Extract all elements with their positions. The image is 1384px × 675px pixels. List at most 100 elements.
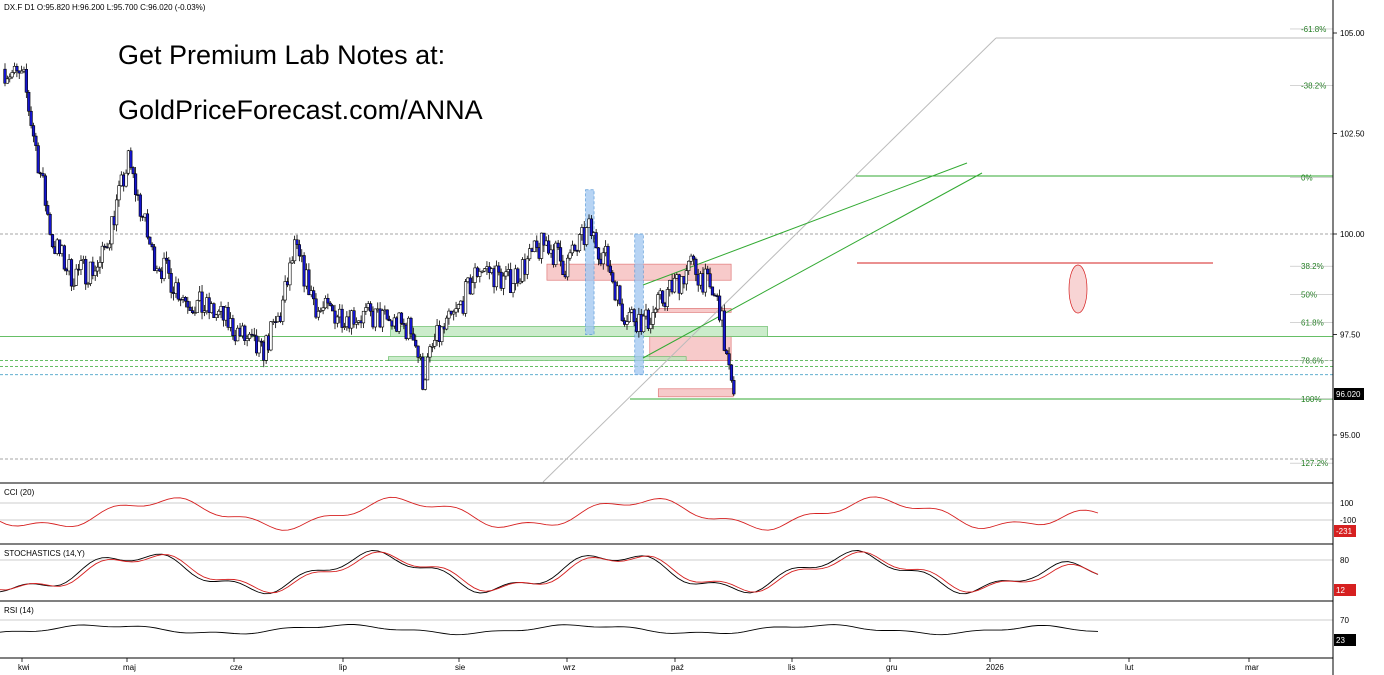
trendline: [642, 172, 983, 359]
candle-down: [620, 303, 624, 321]
candle-down: [646, 309, 650, 329]
candle-down: [183, 297, 188, 302]
candle-down: [387, 318, 392, 322]
candle-up: [456, 304, 461, 309]
candle-up: [364, 307, 368, 312]
candle-down: [157, 268, 161, 272]
candle-up: [5, 78, 9, 84]
indicator-last-value: -231: [1336, 527, 1353, 536]
time-tick-label: maj: [123, 663, 136, 672]
indicator-last-value: 12: [1336, 586, 1345, 595]
time-tick-label: 2026: [986, 663, 1004, 672]
candle-up: [247, 333, 252, 339]
candle-down: [3, 68, 7, 84]
candle-down: [618, 285, 622, 305]
time-tick-label: sie: [455, 663, 466, 672]
candle-down: [409, 317, 413, 335]
candle-down: [226, 307, 230, 328]
candle-down: [164, 257, 169, 261]
fib-label: -61.8%: [1301, 25, 1326, 34]
candle-up: [100, 245, 104, 263]
candle-down: [369, 303, 373, 312]
candle-up: [293, 239, 297, 262]
candle-up: [195, 300, 199, 313]
price-tick-label: 102.50: [1340, 130, 1365, 139]
candle-up: [361, 310, 366, 324]
promo-line-2[interactable]: GoldPriceForecast.com/ANNA: [118, 95, 483, 125]
stochastic-k-line: [0, 550, 1099, 595]
candle-down: [589, 218, 593, 236]
candle-down: [399, 312, 404, 324]
candle-down: [145, 213, 150, 238]
candle-down: [314, 298, 318, 318]
price-tick-label: 95.00: [1340, 431, 1361, 440]
candle-up: [217, 310, 221, 316]
stochastic-d-line: [0, 551, 1099, 594]
candle-up: [504, 271, 508, 277]
candle-down: [46, 205, 50, 215]
candle-down: [611, 272, 615, 283]
candle-up: [687, 260, 691, 271]
candle-up: [257, 340, 261, 354]
zone-blue: [634, 233, 644, 376]
candle-down: [729, 364, 734, 381]
candle-up: [625, 321, 629, 325]
candle-up: [440, 326, 444, 342]
candle-down: [385, 309, 389, 320]
fib-label: -38.2%: [1301, 81, 1326, 90]
candle-up: [525, 258, 529, 275]
candle-down: [632, 309, 636, 323]
candle-down: [169, 273, 173, 293]
indicator-tick-label: 100: [1340, 499, 1354, 508]
candle-down: [722, 310, 726, 351]
time-tick-label: paź: [671, 663, 684, 672]
candle-down: [547, 240, 551, 254]
candle-up: [124, 172, 128, 187]
candle-down: [243, 325, 247, 341]
candle-up: [568, 252, 572, 259]
candle-up: [452, 311, 456, 315]
rsi-line: [0, 624, 1099, 636]
indicator-tick-label: 80: [1340, 556, 1349, 565]
candle-up: [290, 260, 294, 264]
candle-up: [665, 289, 669, 307]
candle-up: [245, 338, 249, 341]
candle-up: [8, 76, 12, 80]
candle-down: [62, 245, 66, 270]
candle-up: [577, 234, 582, 251]
candle-up: [653, 308, 658, 313]
candle-down: [694, 258, 698, 275]
candle-down: [732, 380, 736, 395]
indicator-last-tag: [1334, 525, 1356, 537]
candle-down: [307, 269, 311, 296]
candle-up: [425, 356, 430, 381]
candle-up: [269, 321, 273, 351]
candle-up: [428, 346, 432, 358]
candle-down: [717, 295, 722, 321]
zone-green: [388, 356, 687, 361]
candle-down: [150, 243, 154, 248]
candle-down: [167, 259, 171, 274]
ohlc-header: DX.F D1 O:95.820 H:96.200 L:95.700 C:96.…: [4, 3, 206, 12]
candle-down: [176, 282, 180, 300]
fib-label: 127.2%: [1301, 459, 1328, 468]
candle-down: [542, 232, 546, 246]
candle-up: [480, 270, 484, 273]
candle-up: [316, 310, 320, 318]
candle-down: [274, 321, 278, 323]
candle-down: [50, 234, 55, 248]
candle-down: [152, 246, 157, 271]
candle-down: [535, 240, 539, 248]
fib-label: 100%: [1301, 395, 1321, 404]
candle-up: [86, 283, 90, 285]
candle-up: [528, 248, 532, 260]
candle-down: [259, 340, 263, 343]
candle-up: [321, 307, 325, 311]
candle-up: [478, 270, 482, 277]
candle-up: [656, 294, 660, 310]
indicator-panels: CCI (20) 100 -100 -231 STOCHASTICS (14,Y) 80 1…: [0, 488, 1357, 646]
candle-up: [511, 283, 515, 294]
candle-down: [596, 247, 601, 260]
candle-down: [416, 345, 420, 358]
